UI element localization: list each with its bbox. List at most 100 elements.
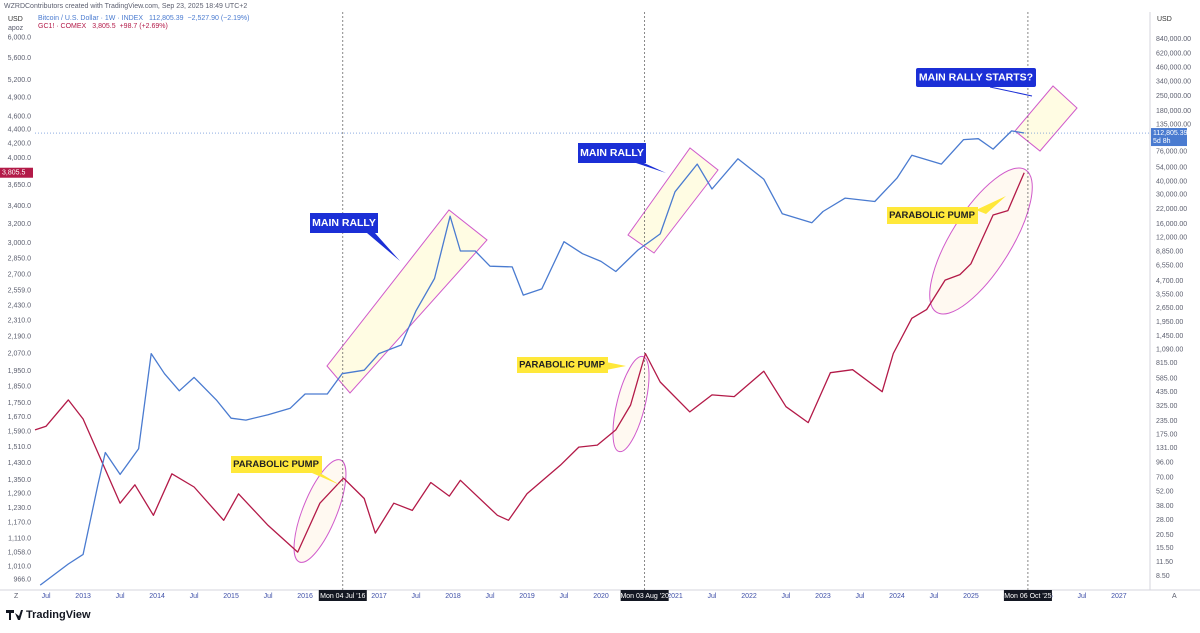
last-price-box — [1151, 128, 1187, 147]
y2-tick-label: 70.00 — [1156, 474, 1174, 481]
series-line — [34, 172, 1025, 553]
y-tick-label: 4,900.0 — [8, 95, 31, 102]
x-tick-label: 2015 — [223, 593, 239, 600]
y-tick-label: 1,010.0 — [8, 563, 31, 570]
y2-tick-label: 6,550.00 — [1156, 263, 1183, 270]
y2-tick-label: 4,700.00 — [1156, 278, 1183, 285]
callout-text: PARABOLIC PUMP — [233, 459, 320, 470]
x-tick-label: 2017 — [371, 593, 387, 600]
x-tick-label: Jul — [264, 593, 273, 600]
y-tick-label: 1,850.0 — [8, 384, 31, 391]
y2-tick-label: 22,000.00 — [1156, 206, 1187, 213]
logo-mark — [6, 610, 23, 620]
y-tick-label: 1,510.0 — [8, 444, 31, 451]
y-tick-label: 6,000.0 — [8, 34, 31, 41]
y2-tick-label: 40,000.00 — [1156, 178, 1187, 185]
marker-label-box — [1003, 590, 1052, 601]
x-tick-label: 2014 — [149, 593, 165, 600]
y-tick-label: 1,058.0 — [8, 550, 31, 557]
legend-entry: Bitcoin / U.S. Dollar · 1W · INDEX — [38, 15, 143, 22]
y2-tick-label: 620,000.00 — [1156, 50, 1191, 57]
y-tick-label: 2,190.0 — [8, 334, 31, 341]
y-tick-label: 3,650.0 — [8, 182, 31, 189]
y2-tick-label: 340,000.00 — [1156, 78, 1191, 85]
callout: MAIN RALLY STARTS? — [916, 68, 1036, 97]
logo-text: TradingView — [26, 609, 91, 621]
y-tick-label: 1,750.0 — [8, 400, 31, 407]
x-tick-label: 2016 — [297, 593, 313, 600]
y2-tick-label: 131.00 — [1156, 445, 1178, 452]
y-tick-label: 1,170.0 — [8, 520, 31, 527]
x-tick-label: Jul — [1077, 593, 1086, 600]
callout: PARABOLIC PUMP — [231, 456, 340, 485]
y2-tick-label: 54,000.00 — [1156, 164, 1187, 171]
y-tick-label: 1,290.0 — [8, 491, 31, 498]
y2-tick-label: 16,000.00 — [1156, 221, 1187, 228]
y2-tick-label: 12,000.00 — [1156, 234, 1187, 241]
last-price-label: 3,805.5 — [2, 170, 25, 177]
x-tick-label: Jul — [708, 593, 717, 600]
y2-tick-label: 175.00 — [1156, 432, 1178, 439]
y-tick-label: 1,230.0 — [8, 505, 31, 512]
x-tick-label: 2021 — [667, 593, 683, 600]
legend-change: +98.7 (+2.69%) — [120, 23, 168, 30]
y2-tick-label: 76,000.00 — [1156, 148, 1187, 155]
marker-label: Mon 03 Aug '20 — [620, 593, 669, 600]
y-tick-label: 1,670.0 — [8, 414, 31, 421]
x-tick-label: 2020 — [593, 593, 609, 600]
y2-tick-label: 20.50 — [1156, 532, 1174, 539]
y-tick-label: 3,200.0 — [8, 221, 31, 228]
y2-tick-label: 11.50 — [1156, 559, 1173, 566]
y2-tick-label: 180,000.00 — [1156, 108, 1191, 115]
y2-tick-label: 235.00 — [1156, 418, 1178, 425]
corner-right: A — [1172, 593, 1177, 600]
y-tick-label: 1,950.0 — [8, 368, 31, 375]
y-tick-label: 1,430.0 — [8, 460, 31, 467]
y2-tick-label: 15.50 — [1156, 545, 1174, 552]
y-tick-label: 3,000.0 — [8, 240, 31, 247]
logo: TradingView — [6, 609, 91, 621]
x-tick-label: 2013 — [75, 593, 91, 600]
y-tick-label: 2,430.0 — [8, 303, 31, 310]
y2-tick-label: 435.00 — [1156, 389, 1178, 396]
y2-tick-label: 1,950.00 — [1156, 319, 1183, 326]
x-tick-label: 2022 — [741, 593, 757, 600]
x-tick-label: 2025 — [963, 593, 979, 600]
series-line — [39, 130, 1025, 586]
y2-tick-label: 1,450.00 — [1156, 333, 1183, 340]
x-tick-label: Jul — [782, 593, 791, 600]
marker-label-box — [620, 590, 669, 601]
right-currency: USD — [1157, 16, 1172, 23]
x-tick-label: 2018 — [445, 593, 461, 600]
y2-tick-label: 585.00 — [1156, 375, 1178, 382]
pump-ellipse — [293, 459, 347, 563]
rally-box — [326, 209, 488, 394]
y2-tick-label: 28.00 — [1156, 517, 1174, 524]
x-tick-label: Jul — [190, 593, 199, 600]
left-currency: USD — [8, 16, 23, 23]
plot-area — [34, 12, 1150, 590]
x-tick-label: 2024 — [889, 593, 905, 600]
marker-label: Mon 04 Jul '16 — [320, 593, 365, 600]
corner-left: Z — [14, 593, 19, 600]
callout-text: MAIN RALLY STARTS? — [919, 71, 1033, 83]
y-tick-label: 4,400.0 — [8, 126, 31, 133]
legend-value: 3,805.5 — [92, 23, 115, 30]
credit: WZRDContributors created with TradingVie… — [4, 3, 247, 10]
y-tick-label: 4,000.0 — [8, 155, 31, 162]
y2-tick-label: 840,000.00 — [1156, 36, 1191, 43]
callout-text: MAIN RALLY — [580, 147, 644, 159]
y-tick-label: 2,559.0 — [8, 287, 31, 294]
y2-tick-label: 3,550.00 — [1156, 291, 1183, 298]
marker-label: Mon 06 Oct '25 — [1004, 593, 1051, 600]
callout-box — [887, 196, 1006, 224]
y-tick-label: 5,200.0 — [8, 77, 31, 84]
callout-text: PARABOLIC PUMP — [519, 360, 606, 371]
rally-box — [627, 147, 719, 254]
last-price-box — [0, 167, 33, 178]
note: apoz — [8, 25, 24, 32]
y2-tick-label: 325.00 — [1156, 403, 1178, 410]
